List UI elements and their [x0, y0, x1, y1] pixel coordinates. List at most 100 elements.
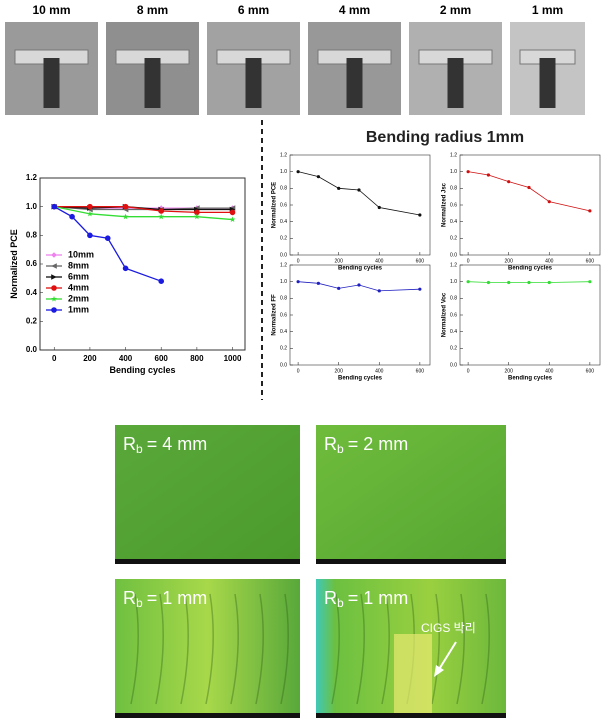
micrograph [115, 579, 300, 713]
sample [43, 58, 60, 108]
y-tick-label: 1.0 [450, 279, 457, 285]
marker [418, 287, 422, 291]
x-axis-label: Bending cycles [338, 376, 383, 382]
marker [122, 203, 129, 210]
sample [346, 58, 363, 108]
y-tick-label: 1.2 [280, 152, 287, 158]
radius-label: Rb = 1 mm [324, 588, 408, 610]
marker [337, 286, 341, 290]
series-line [53, 206, 162, 282]
marker [316, 175, 321, 179]
marker [486, 280, 491, 285]
y-tick-label: 0.4 [450, 329, 457, 335]
series-line [54, 206, 233, 211]
marker [193, 213, 200, 220]
series-line [54, 206, 233, 211]
grain [331, 593, 340, 705]
y-tick-label: 1.0 [280, 169, 287, 175]
x-tick-label: 600 [416, 258, 425, 264]
marker [158, 213, 165, 220]
legend-label: 4mm [68, 282, 89, 292]
scale-bar [316, 559, 506, 564]
photo-label: 4 mm [339, 3, 370, 17]
grain [130, 593, 139, 705]
y-tick-label: 0.0 [450, 252, 457, 258]
legend-marker [51, 307, 57, 313]
photo-label: 10 mm [32, 3, 70, 17]
marker [87, 203, 93, 210]
y-tick-label: 0.0 [280, 362, 287, 368]
y-tick-label: 0.6 [26, 259, 38, 268]
x-tick-label: 200 [505, 368, 514, 374]
grain [356, 593, 365, 705]
subscript: b [337, 596, 344, 610]
marker [51, 203, 58, 210]
series-line [54, 206, 233, 221]
legend-marker [51, 263, 57, 269]
legend-marker [51, 295, 57, 302]
x-tick-label: 400 [545, 258, 554, 264]
x-tick-label: 400 [375, 368, 384, 374]
y-tick-label: 0.2 [450, 236, 457, 242]
sample [245, 58, 262, 108]
x-axis-label: Bending cycles [109, 365, 175, 375]
x-tick-label: 1000 [224, 354, 242, 363]
marker [158, 278, 165, 285]
x-tick-label: 400 [375, 258, 384, 264]
y-tick-label: 0.2 [280, 346, 287, 352]
y-tick-label: 0.0 [280, 252, 287, 258]
marker [296, 280, 300, 284]
y-tick-label: 0.4 [280, 219, 287, 225]
y-axis-label: Normalized PCE [272, 182, 278, 228]
y-tick-label: 0.0 [450, 362, 457, 368]
subscript: b [136, 442, 143, 456]
legend-marker [51, 274, 57, 280]
y-tick-label: 1.2 [280, 262, 287, 268]
y-tick-label: 1.2 [450, 152, 457, 158]
y-axis-label: Normalized PCE [9, 229, 19, 299]
sample [144, 58, 161, 108]
y-tick-label: 0.2 [280, 236, 287, 242]
marker [466, 280, 470, 284]
legend-label: 2mm [68, 293, 89, 303]
marker [507, 280, 511, 285]
marker [466, 170, 470, 174]
y-tick-label: 0.8 [450, 186, 457, 192]
x-tick-label: 200 [83, 354, 97, 363]
y-tick-label: 0.4 [450, 219, 457, 225]
legend-marker [51, 285, 57, 291]
photo-label: 6 mm [238, 3, 269, 17]
grain [205, 593, 214, 705]
marker [588, 280, 592, 284]
plot-frame [459, 264, 601, 366]
x-tick-label: 0 [297, 368, 300, 374]
micrograph [316, 425, 506, 559]
x-tick-label: 200 [505, 258, 514, 264]
plot-frame [289, 154, 431, 256]
figure-title: Bending radius 1mm [366, 129, 524, 146]
marker [357, 283, 361, 287]
symbol: R [123, 588, 136, 608]
x-tick-label: 400 [119, 354, 133, 363]
plot-frame [289, 264, 431, 366]
annotation: CIGS 박리 [421, 621, 476, 635]
series-line [298, 171, 420, 216]
marker [296, 170, 300, 174]
annotation-arrow [437, 641, 457, 672]
grain [180, 593, 189, 705]
radius-label: Rb = 1 mm [123, 588, 207, 610]
y-tick-label: 0.6 [280, 202, 287, 208]
x-tick-label: 600 [586, 258, 595, 264]
y-tick-label: 0.8 [280, 296, 287, 302]
marker [158, 205, 165, 211]
series-line [54, 206, 233, 214]
photo-label: 8 mm [137, 3, 168, 17]
radius-text: = 1 mm [147, 588, 208, 608]
legend-label: 8mm [68, 260, 89, 270]
micrograph [115, 425, 300, 559]
x-tick-label: 0 [467, 368, 470, 374]
arrow-head [434, 665, 444, 677]
x-tick-label: 0 [297, 258, 300, 264]
plot-frame [459, 154, 601, 256]
